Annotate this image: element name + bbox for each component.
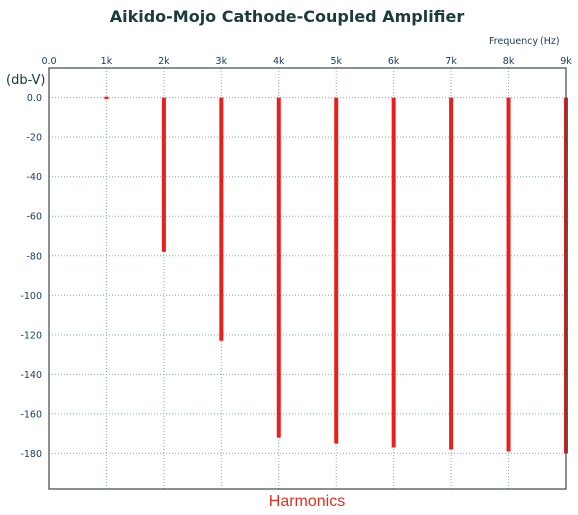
harmonic-bar	[104, 96, 109, 100]
harmonic-bar	[391, 97, 396, 448]
grid-lines	[48, 68, 567, 489]
x-tick-label: 1k	[101, 56, 113, 67]
y-tick-label: -100	[20, 291, 42, 302]
y-tick-label: -20	[26, 133, 42, 144]
harmonic-bars	[104, 96, 568, 454]
y-tick-label: -180	[20, 449, 42, 460]
x-tick-label: 8k	[503, 56, 515, 67]
x-tick-label: 5k	[330, 56, 342, 67]
harmonic-bar	[219, 97, 224, 341]
y-tick-label: -80	[26, 251, 42, 262]
x-tick-labels: 0.0 1k 2k 3k 4k 5k 6k 7k 8k 9k	[41, 56, 572, 67]
x-tick-label: 2k	[158, 56, 170, 67]
x-axis-title: Harmonics	[269, 493, 345, 510]
x-tick-label: 6k	[388, 56, 400, 67]
x-axis-unit-label: Frequency	[489, 36, 538, 47]
harmonic-bar	[334, 97, 339, 444]
y-tick-label: 0.0	[27, 93, 42, 104]
y-tick-labels: 0.0 -20 -40 -60 -80 -100 -120 -140 -160 -180	[20, 93, 42, 460]
harmonic-bar	[276, 97, 281, 438]
x-tick-label: 7k	[445, 56, 457, 67]
x-tick-label: 4k	[273, 56, 285, 67]
plot-frame	[48, 67, 567, 490]
x-axis-unit: (Hz)	[540, 36, 560, 47]
y-tick-label: -160	[20, 409, 42, 420]
harmonic-bar	[506, 97, 511, 452]
y-tick-label: -40	[26, 172, 42, 183]
harmonic-bar	[449, 97, 454, 450]
harmonic-bar	[161, 97, 166, 252]
x-tick-label: 9k	[560, 56, 572, 67]
x-tick-label: 0.0	[41, 56, 56, 67]
y-axis-label: (db-V)	[6, 73, 45, 88]
x-tick-label: 3k	[216, 56, 228, 67]
y-tick-label: -140	[20, 370, 42, 381]
chart-title: Aikido-Mojo Cathode-Coupled Amplifier	[110, 7, 465, 26]
y-tick-label: -60	[26, 212, 42, 223]
y-tick-label: -120	[20, 330, 42, 341]
